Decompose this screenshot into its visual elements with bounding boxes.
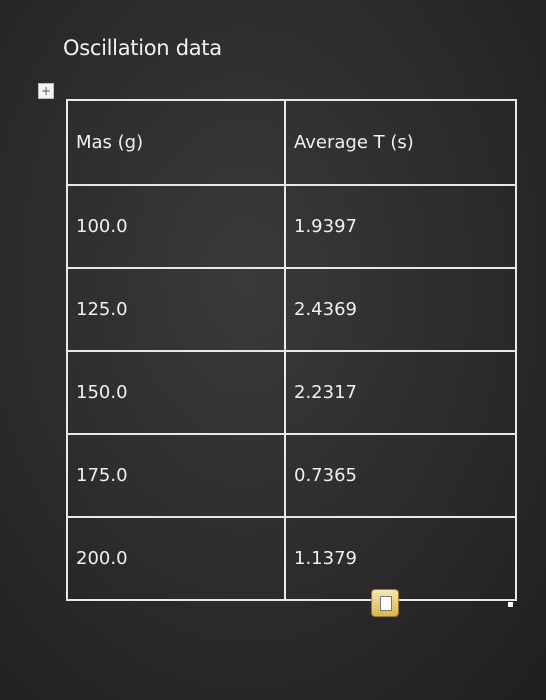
table-cell: 175.0 [66, 433, 286, 518]
table-row: 200.0 1.1379 [66, 516, 517, 601]
resize-handle[interactable] [508, 602, 513, 607]
table-cell: 150.0 [66, 350, 286, 435]
table-cell: 1.1379 [284, 516, 517, 601]
document-title: Oscillation data [63, 36, 222, 60]
table-cell: 200.0 [66, 516, 286, 601]
table-move-handle[interactable]: + [38, 83, 54, 99]
table-cell: 2.4369 [284, 267, 517, 352]
table-cell: 2.2317 [284, 350, 517, 435]
table-cell: 1.9397 [284, 184, 517, 269]
table-row: 175.0 0.7365 [66, 433, 517, 518]
data-table: Mas (g) Average T (s) 100.0 1.9397 125.0 2.43… [66, 99, 517, 601]
table-cell: 125.0 [66, 267, 286, 352]
table-cell: 0.7365 [284, 433, 517, 518]
header-cell: Average T (s) [284, 99, 517, 186]
paste-options[interactable] [371, 589, 399, 617]
table-row: 100.0 1.9397 [66, 184, 517, 269]
table-row: 150.0 2.2317 [66, 350, 517, 435]
header-cell: Mas (g) [66, 99, 286, 186]
table-cell: 100.0 [66, 184, 286, 269]
header-row: Mas (g) Average T (s) [66, 99, 517, 186]
table-row: 125.0 2.4369 [66, 267, 517, 352]
